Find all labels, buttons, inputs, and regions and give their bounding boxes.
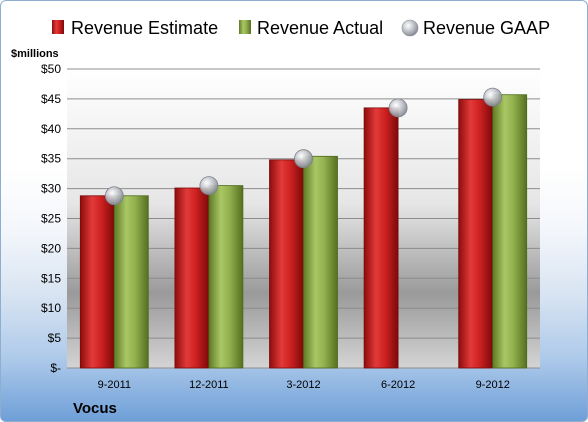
x-tick-label: 9-2011 — [98, 379, 131, 391]
brand-label: Vocus — [73, 400, 117, 417]
legend-label-estimate: Revenue Estimate — [71, 18, 218, 38]
marker-revenue-gaap — [294, 149, 313, 169]
y-tick-label: $40 — [41, 122, 61, 136]
y-tick-label: $5 — [48, 331, 62, 345]
y-tick-label: $15 — [41, 271, 61, 285]
marker-revenue-gaap — [104, 186, 124, 206]
bar-revenue-actual — [492, 94, 528, 369]
bar-revenue-estimate — [269, 159, 304, 369]
legend-swatch-estimate — [52, 20, 64, 34]
x-axis-ticks: 9-2011 12-2011 3-2012 6-2012 9-2012 — [98, 379, 510, 391]
x-tick-label: 6-2012 — [381, 379, 415, 391]
marker-revenue-gaap — [483, 87, 503, 107]
x-tick-label: 12-2011 — [189, 379, 229, 391]
legend: Revenue Estimate Revenue Actual Revenue … — [52, 18, 550, 38]
bar-revenue-actual — [113, 195, 149, 369]
x-tick-label: 9-2012 — [476, 379, 510, 391]
y-tick-label: $25 — [41, 212, 61, 226]
y-tick-label: $30 — [41, 182, 61, 196]
legend-swatch-actual — [239, 20, 251, 34]
bar-revenue-actual — [208, 185, 244, 369]
gaap-markers — [104, 87, 503, 206]
y-axis-ticks: $- $5 $10 $15 $20 $25 $30 $35 $40 $45 $50 — [41, 62, 61, 375]
bar-revenue-estimate — [79, 195, 115, 369]
y-tick-label: $20 — [41, 241, 61, 255]
y-tick-label: $10 — [41, 301, 61, 315]
bar-revenue-estimate — [363, 107, 399, 369]
marker-revenue-gaap — [199, 176, 219, 196]
legend-label-actual: Revenue Actual — [257, 18, 383, 38]
bars — [79, 94, 528, 369]
x-tick-label: 3-2012 — [286, 379, 320, 391]
y-tick-label: $35 — [41, 152, 61, 166]
y-tick-label: $50 — [41, 62, 61, 76]
legend-label-gaap: Revenue GAAP — [423, 18, 550, 38]
legend-swatch-gaap — [401, 19, 419, 37]
y-tick-label: $45 — [41, 92, 61, 106]
marker-revenue-gaap — [388, 98, 408, 118]
bar-revenue-estimate — [174, 187, 210, 369]
bar-revenue-estimate — [458, 99, 494, 369]
bar-revenue-actual — [303, 155, 338, 369]
y-axis-unit-label: $millions — [11, 48, 59, 60]
y-tick-label: $- — [50, 361, 61, 375]
